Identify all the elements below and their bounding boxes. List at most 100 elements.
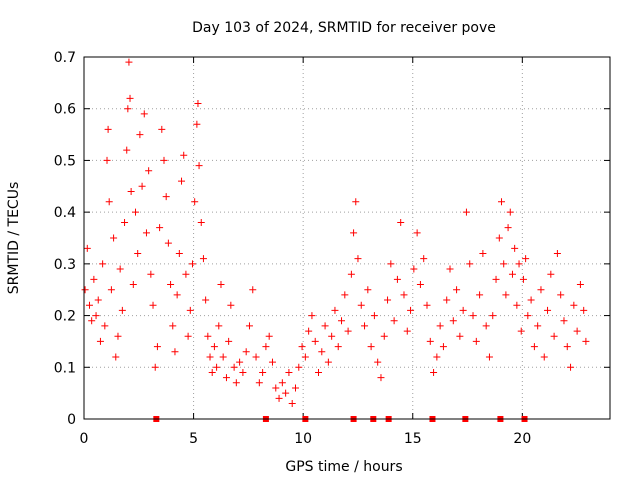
data-point	[81, 286, 89, 294]
data-point	[476, 291, 484, 299]
data-point	[295, 363, 303, 371]
data-point	[553, 250, 561, 258]
data-point	[186, 306, 194, 314]
data-point	[400, 291, 408, 299]
data-point	[513, 301, 521, 309]
data-point	[524, 312, 532, 320]
data-point	[85, 301, 93, 309]
data-point	[472, 337, 480, 345]
data-point	[563, 343, 571, 351]
data-point	[416, 281, 424, 289]
data-point	[199, 255, 207, 263]
data-point	[420, 255, 428, 263]
data-point	[328, 332, 336, 340]
data-point	[492, 275, 500, 283]
data-point	[352, 198, 360, 206]
data-point	[225, 337, 233, 345]
data-point	[357, 301, 365, 309]
data-point	[118, 306, 126, 314]
data-point	[301, 353, 309, 361]
data-point	[350, 229, 358, 237]
data-point	[147, 270, 155, 278]
data-point	[446, 265, 454, 273]
x-tick-label: 15	[404, 431, 422, 447]
data-point	[245, 322, 253, 330]
data-point	[550, 332, 558, 340]
data-point	[184, 332, 192, 340]
data-point	[534, 322, 542, 330]
data-point	[151, 363, 159, 371]
data-point	[530, 343, 538, 351]
data-point	[103, 156, 111, 164]
x-axis-label: GPS time / hours	[285, 459, 402, 475]
data-point	[164, 239, 172, 247]
data-point	[479, 250, 487, 258]
data-point	[272, 384, 280, 392]
data-point	[96, 337, 104, 345]
data-point	[298, 343, 306, 351]
data-point	[338, 317, 346, 325]
data-point	[498, 198, 506, 206]
data-point	[191, 198, 199, 206]
data-point	[173, 291, 181, 299]
data-point	[215, 322, 223, 330]
data-point	[242, 348, 250, 356]
data-point	[308, 312, 316, 320]
data-point	[94, 296, 102, 304]
y-axis-label: SRMTID / TECUs	[6, 182, 22, 295]
data-point	[436, 322, 444, 330]
data-point	[136, 131, 144, 139]
data-point	[384, 296, 392, 304]
data-point	[573, 327, 581, 335]
data-point	[90, 275, 98, 283]
data-point	[197, 218, 205, 226]
data-point	[125, 58, 133, 66]
data-point	[193, 120, 201, 128]
data-point	[439, 343, 447, 351]
data-point	[433, 353, 441, 361]
data-point	[140, 110, 148, 118]
data-point	[178, 177, 186, 185]
data-point	[387, 260, 395, 268]
data-point	[206, 353, 214, 361]
data-point	[582, 337, 590, 345]
data-point	[114, 332, 122, 340]
data-point	[123, 146, 131, 154]
data-point	[519, 275, 527, 283]
y-tick-label: 0.6	[54, 102, 76, 118]
data-point	[403, 327, 411, 335]
data-point	[544, 306, 552, 314]
data-point	[127, 187, 135, 195]
data-point	[156, 224, 164, 232]
data-point	[462, 208, 470, 216]
data-point	[502, 291, 510, 299]
chart-title: Day 103 of 2024, SRMTID for receiver pov…	[192, 20, 496, 36]
data-point	[188, 260, 196, 268]
data-point	[249, 286, 257, 294]
data-point	[175, 250, 183, 258]
data-point	[171, 348, 179, 356]
data-point	[500, 260, 508, 268]
data-points	[81, 58, 590, 407]
data-point	[255, 379, 263, 387]
data-point	[134, 250, 142, 258]
data-point	[239, 368, 247, 376]
data-point	[423, 301, 431, 309]
data-point	[318, 348, 326, 356]
data-point	[252, 353, 260, 361]
data-point	[285, 368, 293, 376]
data-point	[149, 301, 157, 309]
data-point	[430, 368, 438, 376]
data-point	[129, 281, 137, 289]
data-point	[557, 291, 565, 299]
data-point	[426, 337, 434, 345]
data-point	[466, 260, 474, 268]
data-point	[262, 343, 270, 351]
data-point	[527, 296, 535, 304]
data-point	[153, 343, 161, 351]
data-point	[208, 368, 216, 376]
data-point	[504, 224, 512, 232]
data-point	[324, 358, 332, 366]
data-point	[364, 286, 372, 294]
data-point	[275, 394, 283, 402]
